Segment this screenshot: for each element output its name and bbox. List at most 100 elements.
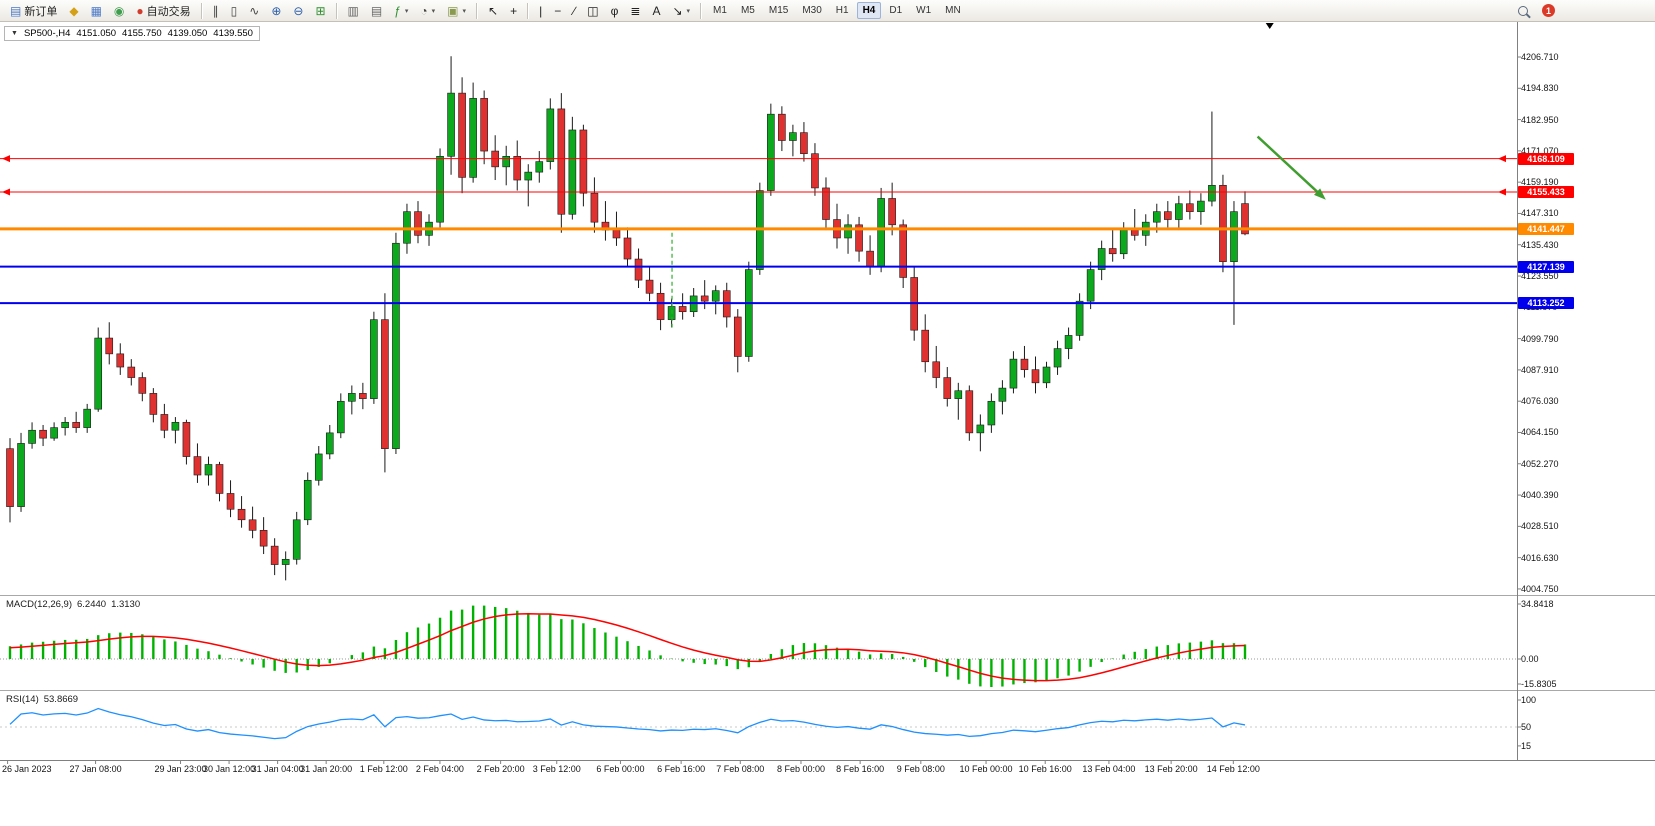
horizontal-line-icon: − — [554, 3, 562, 18]
chart-menu-toggle-icon[interactable]: ▼ — [11, 30, 18, 37]
tf-mn-button[interactable]: MN — [945, 5, 961, 16]
tf-h4-button[interactable]: H4 — [856, 2, 882, 19]
panel-divider[interactable] — [0, 594, 1655, 597]
panel-divider[interactable] — [0, 689, 1655, 692]
toolbar-buttons: ▤ 新订单 ◆ ▦ ◉ ● 自动交易 ∥ ▯ ∿ ⊕ ⊖ ⊞ ▥ ▤ ƒ ▾ ◔ ▾ ▣ ▾ ↖ + | − ∕ ◫ φ ≣ A ↘ ▾ M1 M… — [4, 0, 1512, 22]
chart-shift-icon: ▤ — [370, 3, 383, 18]
auto-trading-icon: ● — [136, 3, 144, 18]
text-icon: A — [652, 3, 661, 18]
rsi-line — [9, 707, 1246, 740]
new-order-button[interactable]: ▤ 新订单 — [5, 1, 62, 21]
charts-window-icon: ▦ — [90, 3, 102, 18]
arrow-head — [1313, 188, 1326, 200]
new-order-icon: ▤ — [10, 3, 22, 18]
chevron-down-icon: ▾ — [686, 7, 691, 15]
bar-chart-icon: ∥ — [212, 3, 219, 18]
depth-of-market-icon: ◆ — [69, 3, 79, 18]
high-value: 4155.750 — [122, 28, 162, 39]
macd-main-value: 6.2440 — [77, 599, 107, 610]
zoom-out-button[interactable]: ⊖ — [288, 1, 308, 21]
chart-shift-button[interactable]: ▤ — [366, 1, 387, 21]
bar-chart-button[interactable]: ∥ — [208, 1, 224, 21]
macd-name: MACD(12,26,9) — [6, 599, 72, 610]
objects-list-button[interactable]: ≣ — [625, 1, 645, 21]
auto-scroll-button[interactable]: ▥ — [343, 1, 364, 21]
tf-d1-button[interactable]: D1 — [889, 5, 903, 16]
templates-button[interactable]: ▣ ▾ — [442, 1, 471, 21]
open-value: 4151.050 — [76, 28, 117, 39]
low-value: 4139.050 — [167, 28, 208, 39]
tf-m5-button[interactable]: M5 — [740, 5, 755, 16]
chart-ohlc-box: ▼ SP500-,H4 4151.050 4155.750 4139.050 4… — [4, 26, 260, 41]
macd-histogram — [8, 605, 1247, 688]
tf-w1-button[interactable]: W1 — [916, 5, 932, 16]
crosshair-icon: + — [510, 3, 518, 18]
fibonacci-button[interactable]: φ — [606, 1, 624, 21]
zoom-in-icon: ⊕ — [271, 3, 282, 18]
channel-icon: ◫ — [587, 3, 599, 18]
macd-signal-line — [9, 613, 1246, 682]
line-chart-icon: ∿ — [249, 3, 260, 18]
tf-h1-button[interactable]: H1 — [835, 5, 849, 16]
indicators-icon: ƒ — [394, 3, 401, 18]
template-icon: ▣ — [447, 3, 459, 18]
periods-button[interactable]: ◔ ▾ — [415, 1, 440, 21]
vertical-line-button[interactable]: | — [534, 1, 547, 21]
macd-signal-value: 1.3130 — [111, 599, 141, 610]
candle-chart-icon: ▯ — [230, 3, 238, 18]
indicators-button[interactable]: ƒ ▾ — [389, 1, 413, 21]
toolbar-separator — [527, 2, 530, 19]
tf-m1-button[interactable]: M1 — [713, 5, 727, 16]
arrow-object-icon: ↘ — [672, 3, 683, 18]
chevron-down-icon: ▾ — [462, 7, 467, 15]
arrows-button[interactable]: ↘ ▾ — [667, 1, 695, 21]
new-chart-button[interactable]: ⊞ — [310, 1, 330, 21]
new-order-button-label: 新订单 — [24, 5, 58, 18]
toolbar-separator — [476, 2, 479, 19]
main-toolbar: ▤ 新订单 ◆ ▦ ◉ ● 自动交易 ∥ ▯ ∿ ⊕ ⊖ ⊞ ▥ ▤ ƒ ▾ ◔ ▾ ▣ ▾ ↖ + | − ∕ ◫ φ ≣ A ↘ ▾ M1 M… — [0, 0, 1655, 22]
notifications-badge[interactable]: 1 — [1542, 4, 1555, 17]
auto-trading-button-label: 自动交易 — [146, 5, 191, 18]
depth-of-market-button[interactable]: ◆ — [64, 1, 83, 21]
search-button[interactable] — [1513, 1, 1533, 21]
toolbar-right: 1 — [1512, 1, 1555, 21]
rsi-value: 53.8669 — [43, 694, 79, 705]
auto-scroll-icon: ▥ — [347, 3, 359, 18]
zoom-in-button[interactable]: ⊕ — [266, 1, 286, 21]
rsi-indicator-label: RSI(14) 53.8669 — [6, 694, 78, 705]
chart-shift-marker[interactable] — [1265, 23, 1274, 29]
toolbar-separator — [335, 2, 338, 19]
clock-icon: ◔ — [420, 3, 428, 18]
market-watch-button[interactable]: ◉ — [109, 1, 129, 21]
vertical-line-icon: | — [539, 3, 543, 18]
text-button[interactable]: A — [647, 1, 665, 21]
chevron-down-icon: ▾ — [431, 7, 436, 15]
arrow-annotation[interactable] — [1256, 135, 1323, 197]
toolbar-separator — [700, 2, 703, 19]
fibonacci-icon: φ — [610, 3, 619, 18]
trendline-button[interactable]: ∕ — [568, 1, 580, 21]
cursor-button[interactable]: ↖ — [483, 1, 503, 21]
close-value: 4139.550 — [213, 28, 253, 39]
rsi-name: RSI(14) — [6, 694, 39, 705]
tf-m30-button[interactable]: M30 — [802, 5, 822, 16]
horizontal-line-button[interactable]: − — [549, 1, 566, 21]
macd-indicator-label: MACD(12,26,9) 6.2440 1.3130 — [6, 599, 140, 610]
market-watch-icon: ◉ — [113, 3, 125, 18]
objects-list-icon: ≣ — [630, 3, 641, 18]
new-chart-icon: ⊞ — [315, 3, 326, 18]
symbol-period-label: SP500-,H4 — [23, 28, 71, 39]
channel-button[interactable]: ◫ — [582, 1, 603, 21]
candle-chart-button[interactable]: ▯ — [226, 1, 243, 21]
line-chart-button[interactable]: ∿ — [244, 1, 264, 21]
charts-window-button[interactable]: ▦ — [86, 1, 107, 21]
auto-trading-button[interactable]: ● 自动交易 — [131, 1, 195, 21]
trendline-icon: ∕ — [573, 3, 576, 18]
candlesticks — [6, 56, 1249, 581]
toolbar-separator — [200, 2, 203, 19]
zoom-out-icon: ⊖ — [293, 3, 304, 18]
crosshair-button[interactable]: + — [505, 1, 522, 21]
tf-m15-button[interactable]: M15 — [768, 5, 789, 16]
